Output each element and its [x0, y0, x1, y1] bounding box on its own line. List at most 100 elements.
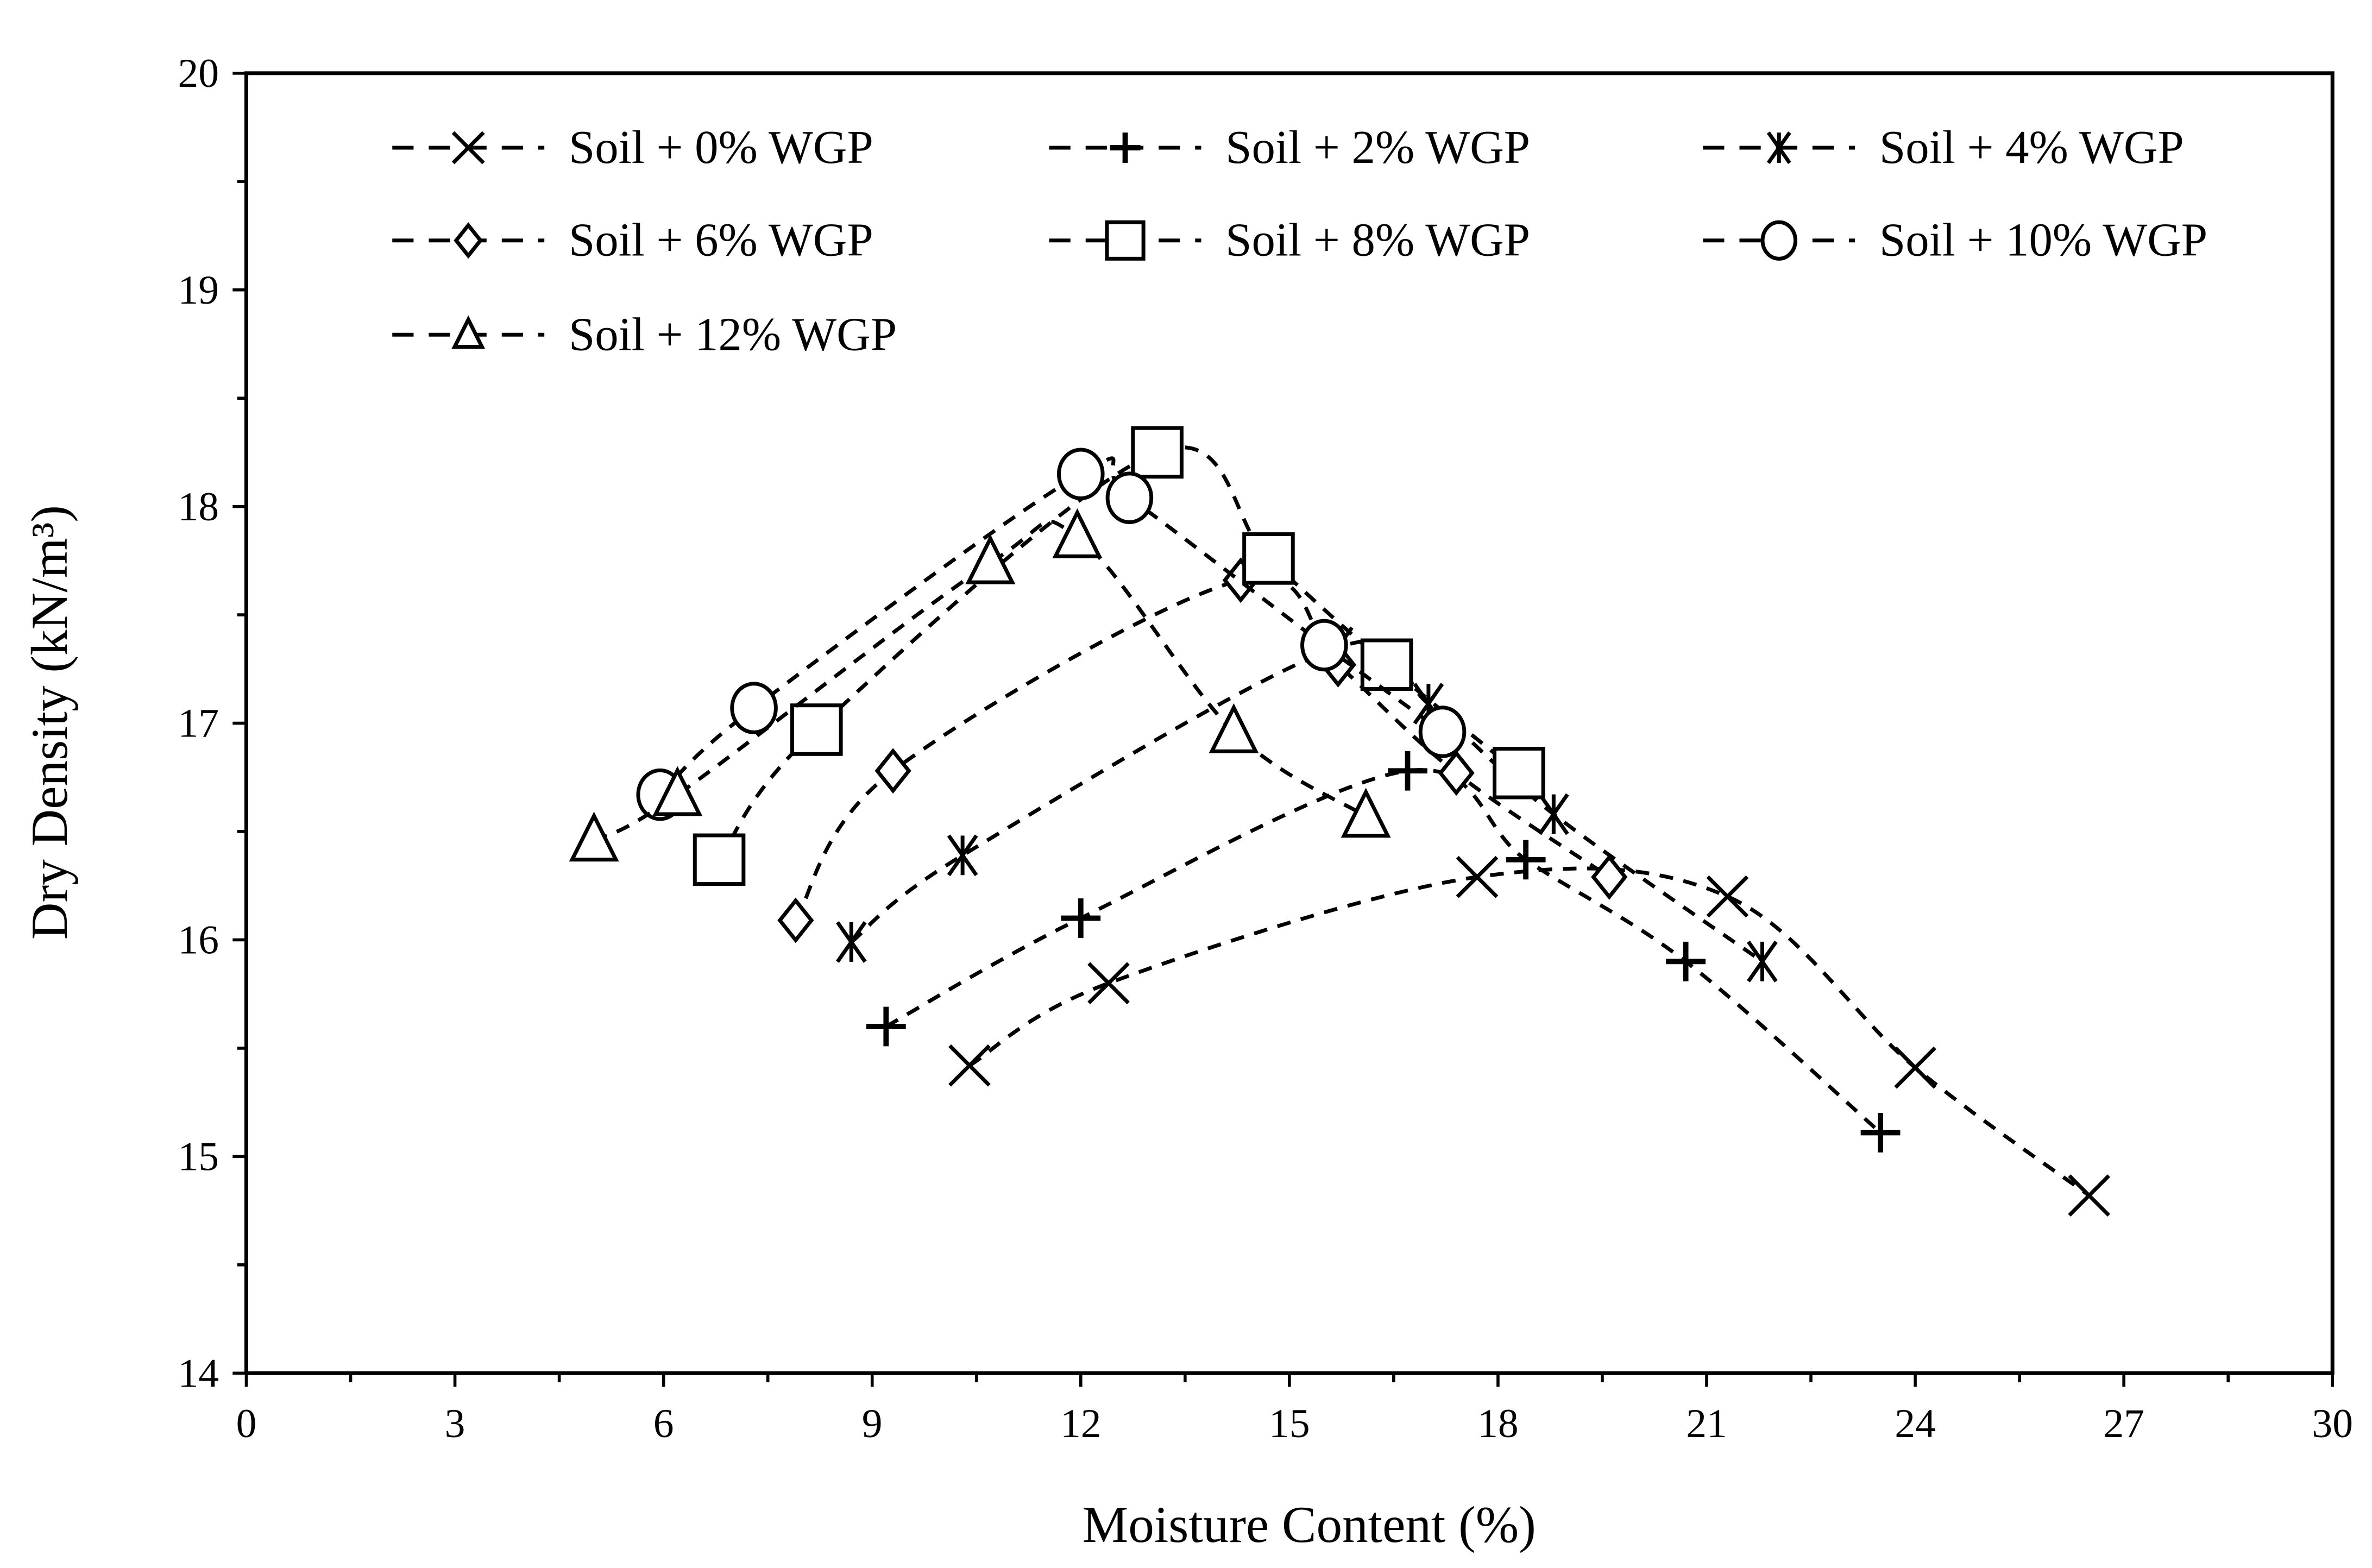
plus-marker-icon: [1061, 898, 1101, 938]
data-point: [1131, 426, 1184, 479]
series-line: [850, 639, 1764, 964]
data-point: [1860, 1113, 1901, 1153]
x-tick-label: 12: [1060, 1401, 1102, 1446]
square-marker-icon: [1242, 532, 1295, 585]
legend-marker: [1766, 131, 1791, 164]
plus-marker-icon: [1860, 1113, 1901, 1153]
legend-item: Soil + 2% WGP: [1049, 121, 1530, 173]
legend-label: Soil + 6% WGP: [569, 214, 873, 266]
data-point: [1105, 471, 1154, 524]
star-marker-icon: [835, 921, 867, 963]
plus-marker-icon: [1506, 840, 1546, 880]
circle-marker-icon: [1418, 706, 1467, 758]
data-point: [652, 766, 703, 816]
data-point: [1300, 619, 1348, 672]
x-marker-icon: [1456, 855, 1499, 898]
plus-marker-icon: [866, 1006, 906, 1047]
data-point: [730, 682, 778, 734]
square-marker-icon: [1105, 220, 1146, 261]
data-point: [1242, 532, 1295, 585]
triangle-marker-icon: [965, 534, 1016, 584]
x-tick-label: 18: [1477, 1401, 1519, 1446]
triangle-marker-icon: [569, 811, 619, 862]
legend-label: Soil + 2% WGP: [1225, 121, 1530, 173]
legend-marker: [1105, 220, 1146, 261]
y-tick-label: 14: [178, 1351, 219, 1396]
legend-item: Soil + 8% WGP: [1049, 214, 1530, 266]
star-marker-icon: [947, 834, 978, 877]
y-tick-label: 18: [178, 484, 219, 530]
series-line: [968, 866, 2091, 1197]
y-tick-label: 16: [178, 918, 219, 963]
square-marker-icon: [1360, 638, 1413, 691]
legend-marker: [451, 315, 486, 349]
x-marker-icon: [1706, 875, 1749, 918]
data-point: [1438, 750, 1475, 796]
plus-marker-icon: [1666, 941, 1706, 981]
legend: Soil + 0% WGP Soil + 2% WGP Soil + 4% WGP S…: [392, 121, 2207, 360]
series-5: [636, 448, 1467, 821]
y-tick-label: 20: [178, 51, 219, 96]
square-marker-icon: [1131, 426, 1184, 479]
y-tick-label: 15: [178, 1135, 219, 1180]
data-point: [1087, 962, 1130, 1005]
x-tick-label: 0: [236, 1401, 257, 1446]
legend-marker: [451, 131, 485, 165]
data-point: [693, 833, 746, 886]
triangle-marker-icon: [1341, 788, 1391, 838]
x-tick-label: 3: [445, 1401, 465, 1446]
legend-marker: [454, 222, 483, 259]
data-point: [1706, 875, 1749, 918]
plot-frame: [244, 71, 2335, 1375]
legend-item: Soil + 4% WGP: [1703, 121, 2184, 173]
series-0: [948, 855, 2110, 1217]
data-point: [1341, 788, 1391, 838]
data-point: [1418, 706, 1467, 758]
data-point: [1209, 703, 1259, 753]
data-point: [1747, 940, 1778, 983]
data-point: [2068, 1174, 2110, 1217]
x-tick-label: 27: [2103, 1401, 2144, 1446]
x-marker-icon: [1894, 1046, 1936, 1089]
data-point: [569, 811, 619, 862]
data-point: [948, 1044, 991, 1087]
data-point: [1388, 751, 1427, 791]
series-6: [569, 508, 1391, 862]
square-marker-icon: [693, 833, 746, 886]
x-tick-label: 15: [1269, 1401, 1310, 1446]
data-point: [835, 921, 867, 963]
star-marker-icon: [1747, 940, 1778, 983]
data-point: [947, 834, 978, 877]
data-point: [777, 897, 814, 943]
legend-label: Soil + 8% WGP: [1225, 214, 1530, 266]
data-point: [1493, 746, 1545, 799]
circle-marker-icon: [1056, 448, 1105, 501]
triangle-marker-icon: [451, 315, 486, 349]
y-axis-label: Dry Density (kN/m³): [21, 505, 78, 940]
data-point: [1456, 855, 1499, 898]
data-point: [790, 703, 843, 756]
legend-item: Soil + 6% WGP: [392, 214, 873, 266]
x-marker-icon: [2068, 1174, 2110, 1217]
legend-label: Soil + 12% WGP: [569, 308, 897, 360]
data-point: [1894, 1046, 1936, 1089]
x-axis-label: Moisture Content (%): [1083, 1496, 1536, 1553]
x-tick-label: 9: [862, 1401, 883, 1446]
triangle-marker-icon: [1209, 703, 1259, 753]
triangle-marker-icon: [652, 766, 703, 816]
data-point: [1052, 508, 1103, 558]
square-marker-icon: [1493, 746, 1545, 799]
series-4: [693, 426, 1545, 886]
data-point: [866, 1006, 906, 1047]
circle-marker-icon: [1300, 619, 1348, 672]
y-tick-label: 17: [178, 701, 219, 746]
x-tick-label: 24: [1895, 1401, 1936, 1446]
data-point: [965, 534, 1016, 584]
series-group: [569, 426, 2110, 1217]
data-point: [1061, 898, 1101, 938]
legend-marker: [1760, 220, 1797, 261]
data-point: [1360, 638, 1413, 691]
legend-item: Soil + 12% WGP: [392, 308, 897, 360]
star-marker-icon: [1538, 793, 1569, 835]
